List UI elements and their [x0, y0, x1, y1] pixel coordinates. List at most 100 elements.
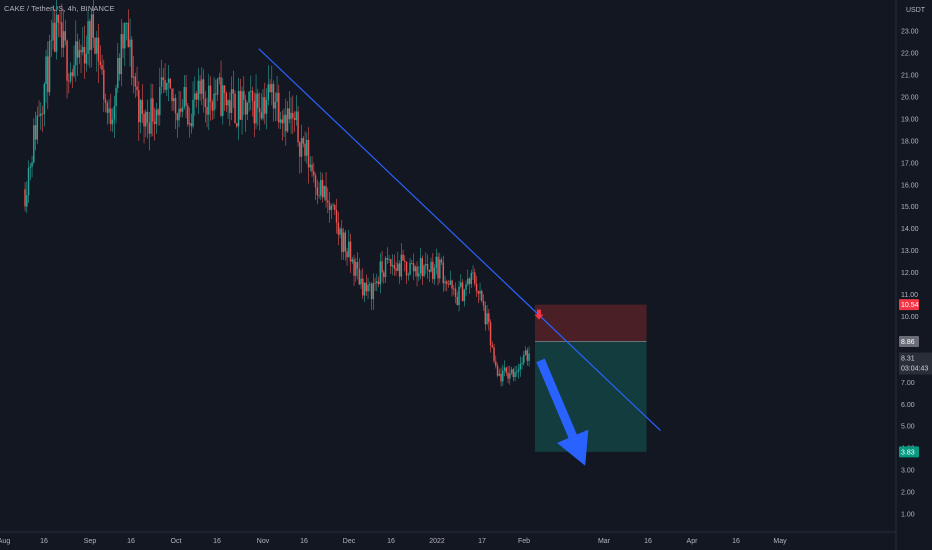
candle-body [524, 350, 527, 355]
candle-body [306, 139, 308, 156]
candle-body [87, 21, 89, 54]
candle-body [197, 80, 200, 100]
candle-body [59, 22, 61, 24]
candle-body [470, 272, 473, 285]
candle-body [474, 272, 476, 284]
time-tick-label: 2022 [429, 538, 445, 545]
trendline[interactable] [258, 48, 661, 432]
candle-body [271, 83, 273, 93]
candle-body [201, 79, 203, 94]
sell-arrow-icon[interactable] [534, 309, 544, 320]
candle-body [362, 278, 364, 296]
candle-body [519, 364, 522, 370]
candle-body [293, 117, 296, 120]
candle-body [472, 272, 474, 274]
price-axis[interactable]: USDT1.002.003.004.005.006.007.008.009.00… [895, 0, 926, 550]
candle-body [412, 263, 415, 272]
candle-body [355, 261, 357, 276]
countdown-text: 03:04:43 [901, 366, 928, 373]
candle-body [351, 259, 354, 262]
candle-body [129, 39, 131, 48]
candle-body [110, 108, 112, 125]
candle-body [349, 241, 352, 262]
trendline-group[interactable] [258, 48, 661, 432]
candle-body [229, 100, 231, 113]
candle-body [505, 367, 508, 373]
candle-body [94, 37, 96, 54]
candle-body [97, 37, 100, 62]
candle-body [514, 372, 516, 378]
candle-body [26, 195, 28, 207]
candle-body [106, 102, 109, 113]
target-price-tag-bg [899, 446, 919, 458]
candle-body [41, 113, 44, 115]
candle-body [204, 98, 207, 107]
candle-body [239, 90, 242, 120]
arrows-group[interactable] [534, 309, 589, 466]
price-tick-label: 15.00 [901, 204, 919, 211]
candle-body [241, 91, 243, 120]
candle-body [237, 90, 240, 127]
candle-body [369, 284, 371, 285]
time-tick-label: 16 [127, 538, 135, 545]
candle-body [71, 72, 74, 76]
candle-body [321, 179, 324, 198]
candle-body [460, 282, 462, 287]
candle-body [132, 76, 135, 78]
price-tick-label: 20.00 [901, 94, 919, 101]
price-tick-label: 11.00 [901, 292, 918, 299]
time-tick-label: Mar [598, 538, 611, 545]
candle-body [248, 91, 250, 103]
candle-body [134, 76, 137, 87]
candle-body [376, 281, 378, 283]
candle-body [244, 99, 247, 115]
candle-body [192, 99, 194, 127]
candle-body [185, 86, 187, 106]
candle-body [211, 102, 214, 111]
candle-body [342, 232, 345, 252]
candle-body [118, 58, 121, 75]
candle-body [176, 113, 179, 121]
candle-body [444, 281, 446, 284]
price-tick-label: 14.00 [901, 226, 919, 233]
candle-body [383, 272, 385, 278]
candle-body [43, 84, 46, 115]
candle-body [279, 119, 282, 123]
time-tick-label: Nov [257, 538, 270, 545]
candle-body [159, 86, 161, 116]
candle-body [113, 106, 116, 120]
price-tick-label: 10.00 [901, 314, 919, 321]
candle-body [435, 256, 438, 268]
candle-body [50, 40, 53, 42]
candle-body [262, 97, 264, 119]
candle-body [430, 261, 432, 272]
candle-body [365, 282, 368, 292]
candle-body [162, 77, 165, 80]
projection-arrow[interactable] [536, 358, 589, 466]
candle-body [152, 98, 154, 122]
candle-body [272, 83, 275, 109]
candle-body [327, 200, 329, 203]
candle-body [517, 369, 520, 372]
candle-body [440, 259, 443, 263]
time-axis[interactable]: Aug 16 Sep 16 Oct 16 Nov 16 Dec 16 2022 17 Feb Mar 16 A… [0, 531, 896, 545]
last-price-tag: 8.31 03:04:43 [899, 352, 932, 375]
candle-body [167, 78, 170, 83]
candle-body [521, 362, 523, 365]
stop-price-tag: 10.54 [899, 299, 919, 311]
candle-body [325, 186, 327, 201]
candle-body [295, 111, 298, 120]
candle-body [138, 90, 140, 123]
candle-body [503, 367, 506, 371]
stop-loss-zone[interactable] [534, 304, 647, 342]
candle-body [260, 112, 263, 119]
candle-body [290, 112, 292, 120]
candle-body [339, 228, 341, 235]
candle-body [33, 125, 35, 163]
price-tick-label: 12.00 [901, 270, 919, 277]
candle-body [314, 175, 317, 188]
target-price-tag: 3.83 [899, 446, 919, 458]
candle-body [400, 254, 403, 277]
candle-body [264, 97, 266, 114]
